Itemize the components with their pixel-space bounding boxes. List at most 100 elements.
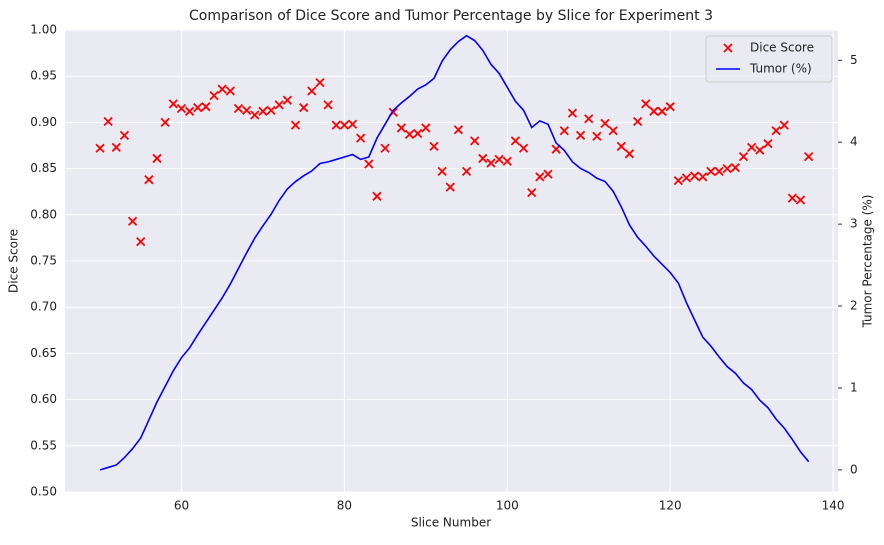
dice-marker <box>518 143 529 153</box>
y-tick-label: 0.55 <box>30 438 57 452</box>
dice-marker <box>706 166 716 177</box>
x-axis-label: Slice Number <box>411 516 491 530</box>
dice-marker <box>494 154 504 164</box>
y2-tick-label: 3 <box>850 217 858 231</box>
x-tick-label: 80 <box>337 499 352 513</box>
dice-marker <box>258 106 268 116</box>
dice-marker <box>307 86 317 96</box>
dice-marker <box>160 117 170 128</box>
dice-marker <box>527 187 537 198</box>
dice-marker <box>575 130 586 140</box>
dice-marker <box>380 143 390 153</box>
dice-marker <box>372 191 382 201</box>
dice-marker <box>657 106 667 116</box>
dice-marker <box>461 166 472 177</box>
dice-marker <box>722 163 732 174</box>
dice-marker <box>193 102 203 113</box>
y-axis-label: Dice Score <box>7 229 21 293</box>
dice-marker <box>502 156 512 166</box>
dice-marker <box>755 145 765 155</box>
dice-marker <box>364 159 374 169</box>
dice-marker <box>323 100 333 110</box>
dice-marker <box>111 142 121 152</box>
dice-marker <box>225 86 235 96</box>
dice-marker <box>396 123 407 133</box>
dice-marker <box>779 120 789 130</box>
y-tick-label: 0.65 <box>30 346 57 360</box>
dice-marker <box>144 175 154 185</box>
dice-marker <box>152 153 162 164</box>
dice-marker <box>274 100 284 110</box>
legend: Dice Score Tumor (%) <box>705 35 833 83</box>
dice-marker <box>127 216 138 226</box>
dice-marker <box>681 173 692 183</box>
dice-marker <box>478 153 488 164</box>
y2-tick-label: 0 <box>850 462 858 476</box>
dice-marker <box>176 103 187 114</box>
dice-marker <box>543 169 553 179</box>
dice-marker <box>290 120 301 130</box>
dice-marker <box>559 126 569 136</box>
y2-axis-label: Tumor Percentage (%) <box>861 195 875 329</box>
y2-tick-label: 4 <box>850 135 858 149</box>
dice-marker <box>413 128 423 139</box>
dice-marker <box>201 102 211 112</box>
dice-marker <box>95 143 105 153</box>
dice-marker <box>641 99 651 109</box>
dice-marker <box>242 105 252 116</box>
dice-marker <box>649 106 659 116</box>
y-tick-label: 0.80 <box>30 207 57 221</box>
dice-marker <box>690 171 700 181</box>
dice-marker <box>624 149 635 159</box>
dice-marker <box>787 193 798 203</box>
x-tick-label: 60 <box>174 499 189 513</box>
dice-marker <box>771 126 781 136</box>
x-tick-label: 100 <box>496 499 519 513</box>
dice-marker <box>804 151 814 162</box>
tumor-line <box>99 34 810 471</box>
legend-marker <box>723 43 733 53</box>
dice-marker <box>535 172 545 182</box>
dice-marker <box>616 141 626 152</box>
dice-marker <box>437 166 447 177</box>
dice-marker <box>299 102 309 113</box>
dice-marker <box>233 103 244 114</box>
dice-marker <box>331 120 341 130</box>
y-tick-label: 0.75 <box>30 254 57 268</box>
dice-marker <box>421 123 431 133</box>
dice-marker <box>763 139 773 149</box>
legend-label: Tumor (%) <box>749 62 812 76</box>
y2-tick-label: 1 <box>850 380 858 394</box>
dice-marker <box>665 102 675 112</box>
dice-marker <box>184 106 195 116</box>
dice-marker <box>730 163 741 173</box>
dice-marker <box>315 78 325 88</box>
y2-tick-label: 2 <box>850 299 858 313</box>
dice-marker <box>266 105 276 116</box>
y-tick-label: 0.60 <box>30 392 57 406</box>
dice-marker <box>673 175 683 186</box>
legend-label: Dice Score <box>750 41 814 55</box>
dice-marker <box>632 116 643 127</box>
dice-marker <box>347 119 358 129</box>
dice-marker <box>339 120 350 130</box>
dice-marker <box>584 114 594 124</box>
dice-marker <box>168 99 178 109</box>
y2-tick-label: 5 <box>850 53 858 67</box>
dice-marker <box>250 110 260 120</box>
dice-marker <box>714 166 724 177</box>
dice-marker <box>486 158 496 168</box>
dice-marker <box>608 126 618 136</box>
dice-marker <box>600 118 610 128</box>
y-tick-label: 0.90 <box>30 115 57 129</box>
dice-marker <box>217 84 227 94</box>
dice-marker <box>282 95 293 105</box>
dice-marker <box>209 90 219 101</box>
dice-marker <box>453 125 464 135</box>
dice-marker <box>356 133 366 143</box>
dice-marker <box>470 136 480 146</box>
dice-marker <box>747 142 757 152</box>
legend-box <box>705 35 833 83</box>
x-tick-label: 120 <box>659 499 682 513</box>
